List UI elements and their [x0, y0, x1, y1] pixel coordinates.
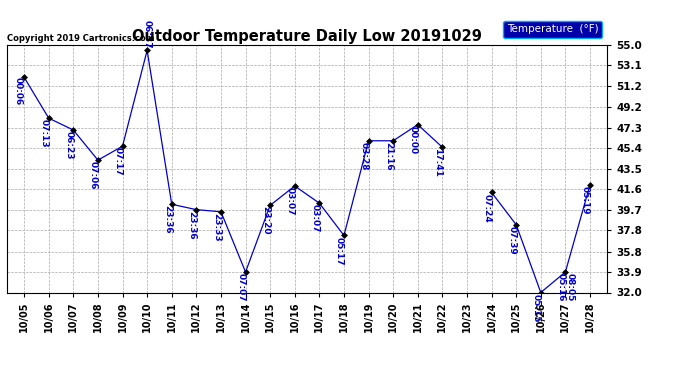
Text: 07:06: 07:06	[89, 161, 98, 190]
Text: 23:33: 23:33	[212, 213, 221, 242]
Text: 17:41: 17:41	[433, 148, 442, 177]
Text: Copyright 2019 Cartronics.com: Copyright 2019 Cartronics.com	[7, 33, 155, 42]
Text: 05:17: 05:17	[335, 237, 344, 265]
Text: 07:24: 07:24	[482, 194, 492, 222]
Text: 03:07: 03:07	[286, 187, 295, 216]
Text: 05:19: 05:19	[581, 186, 590, 214]
Text: 07:17: 07:17	[114, 147, 123, 176]
Text: 03:28: 03:28	[359, 142, 368, 170]
Text: 06:23: 06:23	[64, 131, 73, 160]
Text: 21:16: 21:16	[384, 142, 393, 171]
Text: 05:15: 05:15	[532, 294, 541, 322]
Text: 05:16: 05:16	[556, 273, 565, 302]
Text: 07:13: 07:13	[40, 119, 49, 148]
Text: 00:06: 00:06	[14, 77, 23, 105]
Text: 07:39: 07:39	[507, 226, 516, 255]
Text: 07:07: 07:07	[237, 273, 246, 302]
Text: 23:36: 23:36	[188, 211, 197, 239]
Title: Outdoor Temperature Daily Low 20191029: Outdoor Temperature Daily Low 20191029	[132, 29, 482, 44]
Text: 03:07: 03:07	[310, 204, 319, 233]
Text: 08:05: 08:05	[565, 273, 574, 302]
Text: 23:36: 23:36	[163, 206, 172, 234]
Text: 06:37: 06:37	[143, 20, 152, 49]
Text: 23:20: 23:20	[262, 206, 270, 235]
Legend: Temperature  (°F): Temperature (°F)	[503, 21, 602, 38]
Text: 00:00: 00:00	[409, 126, 418, 154]
